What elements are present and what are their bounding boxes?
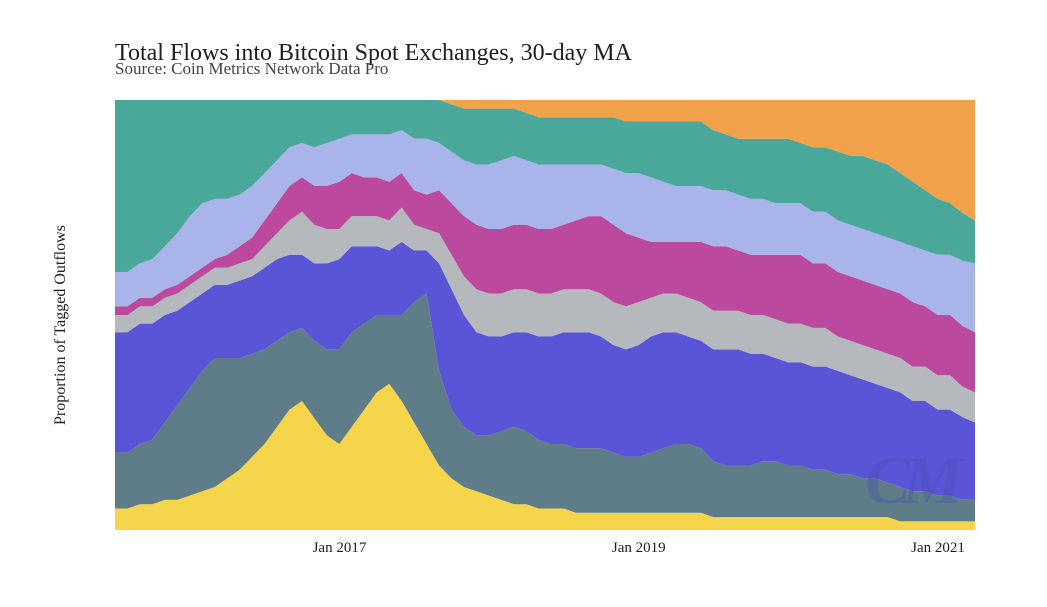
x-tick-label: Jan 2019 xyxy=(612,540,666,557)
plot-area: CM xyxy=(115,100,975,530)
y-axis-label: Proportion of Tagged Outflows xyxy=(52,225,70,425)
x-tick-label: Jan 2017 xyxy=(313,540,367,557)
stacked-area-chart xyxy=(115,100,975,530)
x-tick-label: Jan 2021 xyxy=(911,540,965,557)
title-block: Total Flows into Bitcoin Spot Exchanges,… xyxy=(115,20,632,71)
chart-subtitle: Source: Coin Metrics Network Data Pro xyxy=(115,59,632,79)
